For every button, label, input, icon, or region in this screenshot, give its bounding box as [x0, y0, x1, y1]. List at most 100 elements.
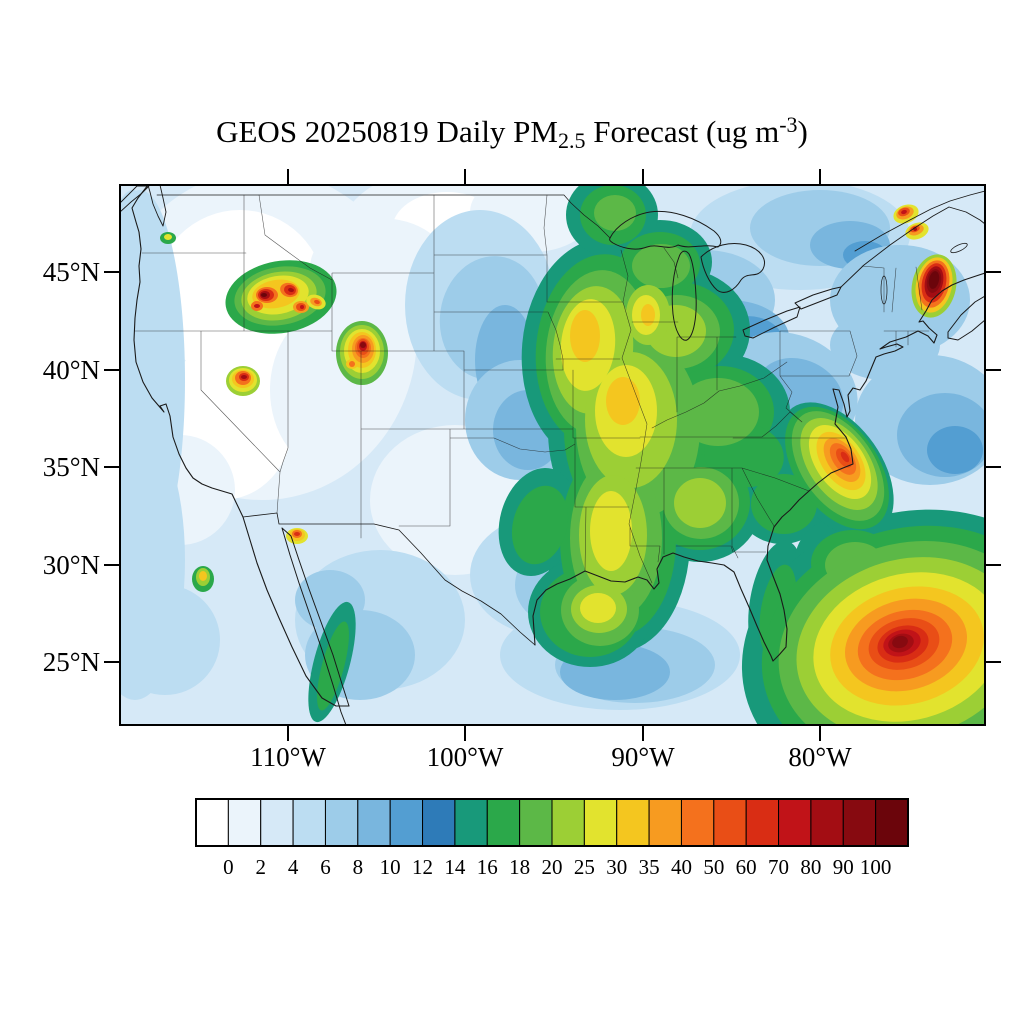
lake-michigan	[671, 250, 697, 341]
colorbar-border	[195, 798, 909, 847]
colorbar-cell	[260, 798, 294, 847]
colorbar-cell	[875, 798, 909, 847]
colorbar-tick-label: 10	[380, 855, 401, 879]
colorbar-tick-label: 50	[703, 855, 724, 879]
colorbar-cell	[324, 798, 359, 847]
map-frame	[119, 184, 986, 726]
colorbar-tick-label: 35	[639, 855, 660, 879]
pm-field-blob	[570, 310, 600, 362]
lat-tick-label: 45°N	[43, 257, 100, 287]
pm-field-blob	[511, 485, 569, 565]
pm-field-blob	[892, 635, 908, 649]
colorbar-tick-label: 8	[353, 855, 364, 879]
colorbar-cell	[519, 798, 553, 847]
lon-tick-label: 80°W	[788, 742, 852, 772]
pm-field-blob	[590, 491, 632, 571]
colorbar-cell	[713, 798, 747, 847]
pm-field-blob	[254, 304, 260, 308]
colorbar-cell	[648, 798, 682, 847]
pm-field-blob	[580, 593, 616, 623]
colorbar-tick-label: 14	[444, 855, 466, 879]
coastline-baja-gulf	[281, 527, 350, 725]
nova-scotia	[947, 295, 985, 341]
colorbar-tick-label: 12	[412, 855, 433, 879]
colorbar-cell	[778, 798, 812, 847]
longitude-axis: 110°W 100°W 90°W 80°W	[250, 742, 852, 772]
title-suffix: )	[797, 114, 808, 149]
axis-ticks	[104, 169, 1001, 741]
colorbar-cell	[680, 798, 715, 847]
colorbar-tick-label: 25	[574, 855, 595, 879]
coastline-puget-sound	[147, 185, 167, 227]
pm-field-blob	[606, 377, 640, 425]
pm-field-blob	[120, 190, 163, 410]
colorbar-tick-label: 6	[320, 855, 331, 879]
pm-field-blob	[632, 244, 690, 288]
colorbar-cell	[551, 798, 585, 847]
colorbar-tick-label: 40	[671, 855, 692, 879]
title-prefix: GEOS 20250819 Daily PM	[216, 114, 558, 149]
pm-field-blob	[677, 378, 759, 446]
pm-field-blob	[164, 234, 172, 240]
coastline-atlantic	[773, 272, 985, 528]
colorbar: 0 2 4 6 8 10 12 14 16 18 20 25 30 35 40 50 60 70 80 90 100	[195, 798, 909, 879]
colorbar-cell	[422, 798, 456, 847]
pm-field-blob	[317, 621, 349, 711]
us-canada-border	[156, 194, 611, 239]
pm-field-blob	[641, 304, 655, 326]
pm-field-blob	[120, 585, 220, 695]
pm-field-blob	[901, 209, 907, 215]
lon-tick-label: 110°W	[250, 742, 326, 772]
lat-tick-label: 30°N	[43, 550, 100, 580]
colorbar-cell	[357, 798, 391, 847]
colorbar-cell	[810, 798, 844, 847]
pm-field-blob	[199, 571, 207, 581]
lat-tick-label: 25°N	[43, 647, 100, 677]
title-superscript: -3	[779, 112, 798, 137]
colorbar-tick-label: 16	[477, 855, 498, 879]
pm-field-blob	[360, 342, 366, 348]
pm-field-blob	[300, 305, 304, 309]
state-borders	[134, 194, 930, 584]
pm-field-blob	[349, 361, 355, 367]
title-mid: Forecast (ug m	[585, 114, 780, 149]
colorbar-tick-label: 2	[255, 855, 266, 879]
colorbar-tick-label: 18	[509, 855, 530, 879]
latitude-axis: 45°N 40°N 35°N 30°N 25°N	[43, 257, 100, 677]
pm-field-blob	[288, 287, 294, 293]
colorbar-cell	[227, 798, 262, 847]
colorbar-cell	[454, 798, 488, 847]
colorbar-cell	[486, 798, 521, 847]
pm-field-blob	[594, 195, 636, 231]
colorbar-tick-label: 60	[736, 855, 757, 879]
colorbar-tick-label: 20	[542, 855, 563, 879]
colorbar-cell	[292, 798, 326, 847]
lon-tick-label: 100°W	[427, 742, 504, 772]
colorbar-cell	[842, 798, 877, 847]
lat-tick-label: 40°N	[43, 355, 100, 385]
lake-superior	[609, 210, 722, 250]
pm-field-blob	[927, 426, 983, 474]
colorbar-cell	[195, 798, 229, 847]
lake-ontario	[794, 286, 842, 310]
colorbar-cell	[389, 798, 424, 847]
pm25-field	[120, 185, 985, 725]
colorbar-tick-label: 70	[768, 855, 789, 879]
colorbar-cell	[583, 798, 618, 847]
pm-field-blob	[314, 299, 320, 305]
title-subscript: 2.5	[558, 128, 586, 153]
figure-title: GEOS 20250819 Daily PM2.5 Forecast (ug m…	[0, 112, 1024, 154]
colorbar-tick-label: 0	[223, 855, 234, 879]
lake-champlain	[880, 275, 888, 305]
colorbar-cell	[745, 798, 780, 847]
colorbar-tick-label: 4	[288, 855, 299, 879]
coastline-pacific	[131, 185, 350, 707]
lake-huron	[700, 243, 765, 293]
colorbar-tick-label: 30	[606, 855, 627, 879]
pm-field-blob	[674, 478, 726, 528]
prince-edward-island	[950, 242, 968, 254]
colorbar-tick-label: 80	[800, 855, 821, 879]
colorbar-tick-label: 90	[833, 855, 854, 879]
pm-field-blob	[261, 293, 267, 297]
